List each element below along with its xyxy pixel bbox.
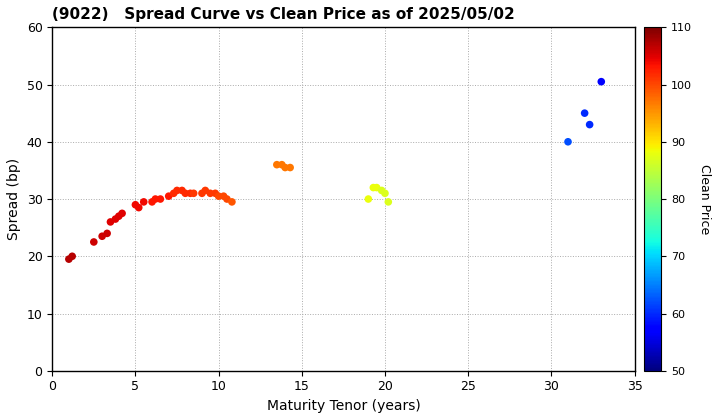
Point [104, 218, 116, 225]
Point [171, 187, 183, 194]
Point [562, 139, 574, 145]
Point [155, 196, 166, 202]
Point [96, 233, 108, 239]
Point [88, 239, 99, 245]
Point [595, 78, 607, 85]
Point [63, 256, 75, 262]
Point [168, 190, 179, 197]
Point [150, 196, 161, 202]
Point [199, 187, 211, 194]
X-axis label: Maturity Tenor (years): Maturity Tenor (years) [266, 399, 420, 413]
Point [226, 199, 238, 205]
Point [146, 199, 158, 205]
Point [210, 190, 221, 197]
Point [179, 190, 191, 197]
Point [113, 213, 125, 220]
Point [130, 202, 141, 208]
Point [109, 216, 121, 223]
Point [276, 161, 287, 168]
Point [271, 161, 282, 168]
Point [117, 210, 128, 217]
Point [163, 193, 174, 199]
Point [66, 253, 78, 260]
Point [176, 187, 188, 194]
Point [363, 196, 374, 202]
Point [382, 199, 394, 205]
Y-axis label: Clean Price: Clean Price [698, 164, 711, 234]
Point [284, 164, 296, 171]
Point [218, 193, 230, 199]
Point [133, 204, 145, 211]
Point [376, 187, 387, 194]
Point [579, 110, 590, 116]
Point [138, 199, 150, 205]
Point [368, 184, 379, 191]
Point [371, 184, 382, 191]
Text: (9022)   Spread Curve vs Clean Price as of 2025/05/02: (9022) Spread Curve vs Clean Price as of… [53, 7, 515, 22]
Point [279, 164, 291, 171]
Point [221, 196, 233, 202]
Y-axis label: Spread (bp): Spread (bp) [7, 158, 21, 240]
Point [197, 190, 208, 197]
Point [379, 190, 391, 197]
Point [204, 190, 216, 197]
Point [188, 190, 199, 197]
Point [184, 190, 196, 197]
Point [102, 230, 113, 237]
Point [584, 121, 595, 128]
Point [213, 193, 225, 199]
